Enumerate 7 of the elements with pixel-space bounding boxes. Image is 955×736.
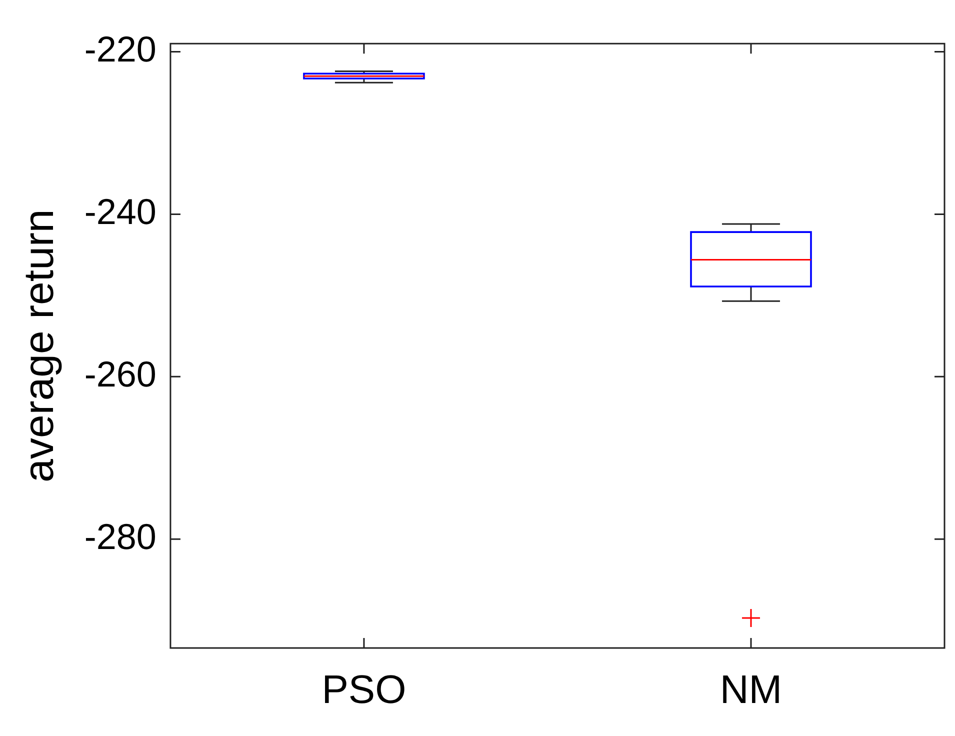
y-tick-label: -280 [84, 516, 156, 558]
x-tick-label: NM [720, 668, 782, 712]
y-tick-label: -220 [84, 28, 156, 70]
y-tick-label: -260 [84, 354, 156, 395]
x-tick-label: PSO [322, 668, 406, 712]
y-axis-title: average return [14, 209, 62, 482]
y-tick-label: -240 [84, 191, 156, 232]
